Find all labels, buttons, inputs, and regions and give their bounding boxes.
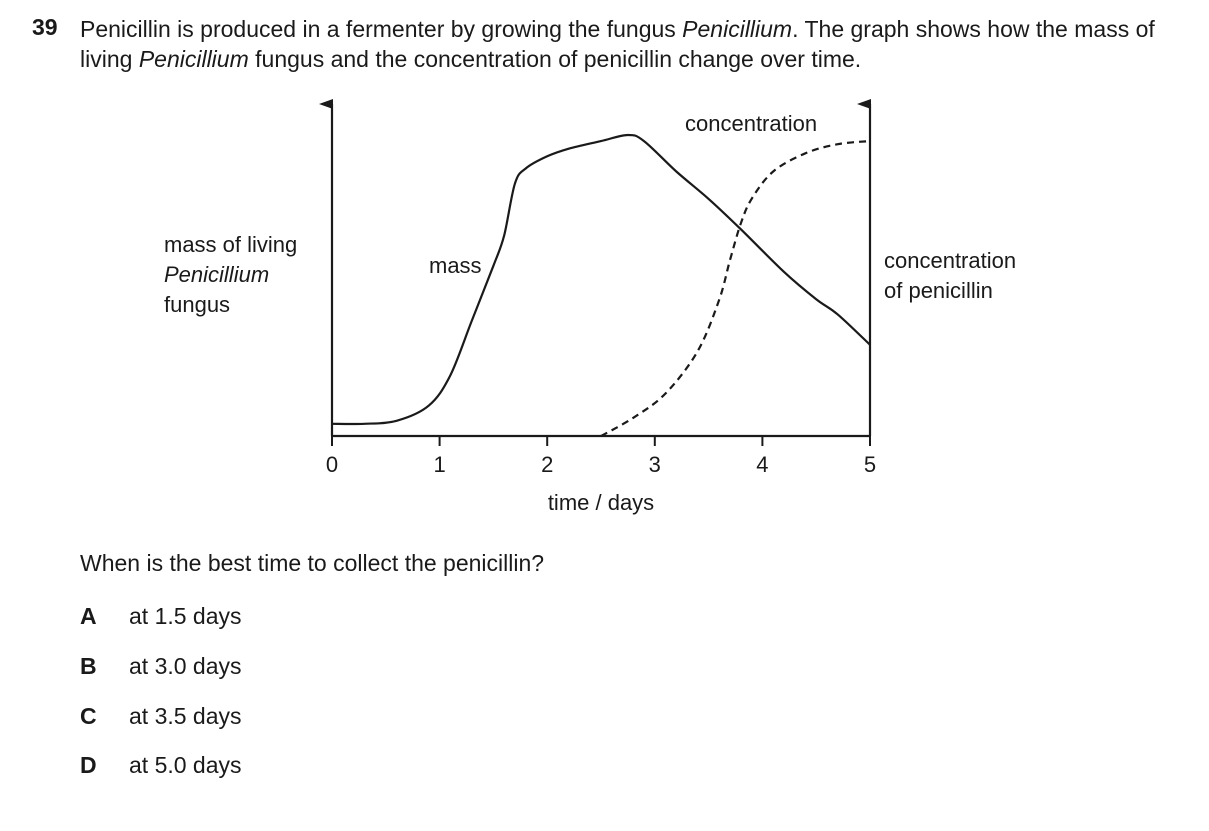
- series-line-mass: [331, 133, 871, 426]
- x-ticks: 0 1 2 3 4 5: [326, 436, 876, 477]
- option-a-letter: A: [80, 603, 97, 629]
- x-tick-label-3: 3: [649, 452, 661, 477]
- x-tick-label-1: 1: [433, 452, 445, 477]
- option-b-text: at 3.0 days: [129, 653, 242, 679]
- option-a-text: at 1.5 days: [129, 603, 242, 629]
- question-text: Penicillin is produced in a fermenter by…: [80, 14, 1190, 74]
- option-c-letter: C: [80, 703, 97, 729]
- question-text-italic1: Penicillium: [682, 16, 793, 42]
- option-d-letter: D: [80, 752, 97, 778]
- x-axis-label: time / days: [548, 490, 654, 515]
- right-axis-label-line1: concentration: [884, 248, 1016, 273]
- option-b-letter: B: [80, 653, 97, 679]
- x-tick-label-2: 2: [541, 452, 553, 477]
- left-axis-label-line1: mass of living: [164, 232, 297, 257]
- series-label-mass: mass: [429, 253, 482, 278]
- left-axis-label-line3: fungus: [164, 292, 230, 317]
- left-axis-label-line2: Penicillium: [164, 262, 269, 287]
- question-text-part3: fungus and the concentration of penicill…: [248, 46, 862, 72]
- x-tick-label-5: 5: [864, 452, 876, 477]
- question-prompt: When is the best time to collect the pen…: [80, 550, 545, 576]
- question-text-italic2: Penicillium: [138, 46, 249, 72]
- series-label-concentration: concentration: [685, 111, 817, 136]
- option-c-text: at 3.5 days: [129, 703, 242, 729]
- question-text-part1: Penicillin is produced in a fermenter by…: [80, 16, 683, 42]
- x-tick-label-0: 0: [326, 452, 338, 477]
- option-d-text: at 5.0 days: [129, 752, 242, 778]
- mass-concentration-chart: 0 1 2 3 4 5 mass of living Penicillium fungus…: [164, 99, 1016, 515]
- x-tick-label-4: 4: [756, 452, 768, 477]
- question-number: 39: [32, 14, 58, 40]
- series-line-concentration: [600, 140, 871, 437]
- right-axis-label-line2: of penicillin: [884, 278, 993, 303]
- question-text-part2: . The graph shows how the mass of living: [80, 16, 1155, 72]
- data-series: [331, 133, 871, 437]
